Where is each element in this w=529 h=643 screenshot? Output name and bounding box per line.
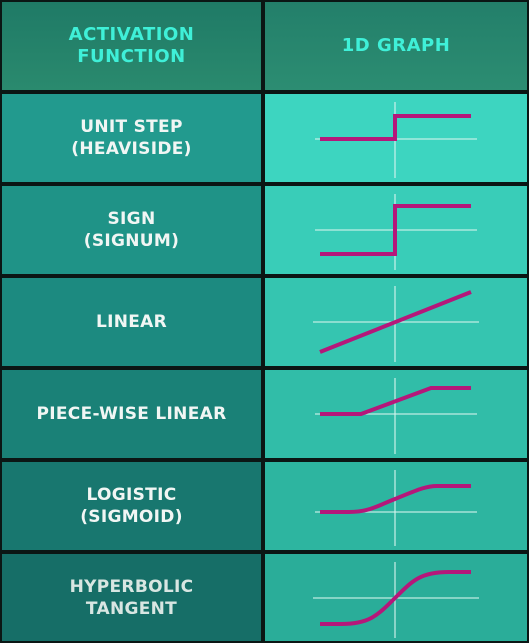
row-sign-name: SIGN (SIGNUM): [0, 184, 263, 276]
row-unit-step-name: UNIT STEP (HEAVISIDE): [0, 92, 263, 184]
sign-graph: [315, 194, 477, 270]
linear-graph: [313, 286, 479, 362]
row-logistic-graph: [263, 460, 529, 552]
row-sign-graph: [263, 184, 529, 276]
row-logistic-name: LOGISTIC (SIGMOID): [0, 460, 263, 552]
header-col1-label: ACTIVATION FUNCTION: [68, 24, 195, 67]
function-name: LOGISTIC (SIGMOID): [80, 485, 183, 527]
row-piecewise-linear-graph: [263, 368, 529, 460]
header-col2-label: 1D GRAPH: [341, 35, 451, 56]
row-linear-name: LINEAR: [0, 276, 263, 368]
function-name: LINEAR: [95, 312, 168, 332]
function-name: SIGN (SIGNUM): [83, 209, 180, 251]
function-name: PIECE-WISE LINEAR: [36, 404, 227, 424]
function-curve: [320, 386, 471, 416]
function-curve: [320, 570, 471, 626]
row-tanh-name: HYPERBOLIC TANGENT: [0, 552, 263, 643]
row-tanh-graph: [263, 552, 529, 643]
row-linear-graph: [263, 276, 529, 368]
header-1d-graph: 1D GRAPH: [263, 0, 529, 92]
tanh-graph: [313, 562, 479, 638]
function-name: UNIT STEP (HEAVISIDE): [71, 117, 192, 159]
row-unit-step-graph: [263, 92, 529, 184]
header-activation-function: ACTIVATION FUNCTION: [0, 0, 263, 92]
function-curve: [320, 204, 471, 256]
function-name: HYPERBOLIC TANGENT: [69, 576, 194, 619]
function-curve: [320, 114, 471, 141]
function-curve: [320, 484, 471, 514]
row-piecewise-linear-name: PIECE-WISE LINEAR: [0, 368, 263, 460]
unit-step-graph: [315, 102, 477, 178]
logistic-graph: [315, 470, 477, 546]
piecewise-linear-graph: [315, 378, 477, 454]
function-curve: [319, 290, 472, 354]
